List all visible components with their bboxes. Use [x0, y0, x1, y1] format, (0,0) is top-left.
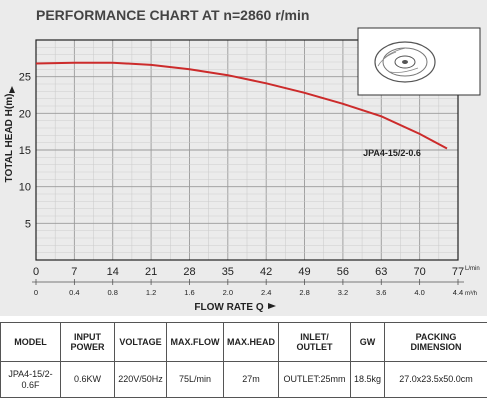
- x-tick-label: 28: [183, 266, 195, 278]
- x-tick-label: 35: [222, 266, 234, 278]
- header-max-head: MAX.HEAD: [223, 322, 279, 362]
- x-tick-label: 14: [107, 266, 119, 278]
- x-secondary-tick-label: 0.4: [69, 288, 79, 297]
- x-secondary-tick-label: 1.2: [146, 288, 156, 297]
- cell-gw: 18.5kg: [350, 361, 385, 398]
- header-gw: GW: [350, 322, 385, 362]
- x-axis-label: FLOW RATE Q: [194, 302, 263, 313]
- x-secondary-tick-label: 3.6: [376, 288, 386, 297]
- header-max-flow: MAX.FLOW: [166, 322, 224, 362]
- x-secondary-tick-label: 4.0: [414, 288, 424, 297]
- y-tick-label: 20: [19, 108, 31, 120]
- x-secondary-tick-label: 0: [34, 288, 38, 297]
- series-line-jpa4-15-2-0.6: [35, 61, 448, 150]
- x-tick-label: 70: [414, 266, 426, 278]
- chart-grid: [35, 39, 459, 261]
- spec-table-header-row: MODEL INPUT POWER VOLTAGE MAX.FLOW MAX.H…: [0, 322, 487, 362]
- x-secondary-tick-label: 0.8: [108, 288, 118, 297]
- cell-packing-dimension: 27.0x23.5x50.0cm: [384, 361, 487, 398]
- cell-input-power: 0.6KW: [60, 361, 115, 398]
- y-tick-label: 15: [19, 145, 31, 157]
- x-tick-label: 0: [33, 266, 39, 278]
- x-tick-label: 7: [71, 266, 77, 278]
- x-tick-label: 56: [337, 266, 349, 278]
- x-unit-secondary: m³/h: [465, 291, 477, 297]
- y-tick-label: 10: [19, 182, 31, 194]
- plot-frame: [35, 39, 459, 261]
- header-input-power: INPUT POWER: [60, 322, 115, 362]
- x-secondary-tick-label: 2.8: [299, 288, 309, 297]
- y-tick-label: 25: [19, 72, 31, 84]
- chart-canvas: PERFORMANCE CHART AT n=2860 r/min JPA4-1…: [0, 0, 487, 316]
- y-axis-arrow-icon: [9, 86, 15, 93]
- impeller-illustration: [357, 27, 481, 96]
- y-tick-label: 5: [25, 218, 31, 230]
- x-secondary-tick-label: 3.2: [338, 288, 348, 297]
- x-secondary-tick-label: 1.6: [184, 288, 194, 297]
- chart-title: PERFORMANCE CHART AT n=2860 r/min: [36, 7, 309, 23]
- x-tick-label: 49: [298, 266, 310, 278]
- x-tick-label: 77: [452, 266, 464, 278]
- x-axis-ticks: 0 7 14 21 28 35 42 49 56 63 70 77: [32, 266, 464, 285]
- x-secondary-tick-label: 4.4: [453, 288, 463, 297]
- header-packing-dimension: PACKING DIMENSION: [384, 322, 487, 362]
- cell-inlet-outlet: OUTLET:25mm: [278, 361, 351, 398]
- header-inlet-outlet: INLET/ OUTLET: [278, 322, 351, 362]
- performance-chart: PERFORMANCE CHART AT n=2860 r/min JPA4-1…: [0, 0, 487, 316]
- spec-table: MODEL INPUT POWER VOLTAGE MAX.FLOW MAX.H…: [0, 322, 487, 398]
- cell-max-flow: 75L/min: [166, 361, 224, 398]
- x-axis-arrow-icon: [268, 303, 276, 309]
- header-model: MODEL: [0, 322, 61, 362]
- x-axis-secondary-ticks: 0 0.4 0.8 1.2 1.6 2.0 2.4 2.8 3.2 3.6 4.0 4.4: [34, 288, 463, 297]
- y-axis-ticks: 5 10 15 20 25: [19, 72, 31, 231]
- x-secondary-tick-label: 2.4: [261, 288, 271, 297]
- header-voltage: VOLTAGE: [114, 322, 167, 362]
- x-tick-label: 63: [375, 266, 387, 278]
- spec-table-row: JPA4-15/2- 0.6F 0.6KW 220V/50Hz 75L/min …: [0, 361, 487, 398]
- series-label: JPA4-15/2-0.6: [363, 148, 421, 158]
- x-tick-label: 21: [145, 266, 157, 278]
- x-unit-primary: L/min: [465, 266, 480, 272]
- y-axis-label: TOTAL HEAD H(m): [4, 94, 15, 183]
- cell-voltage: 220V/50Hz: [114, 361, 167, 398]
- x-secondary-tick-label: 2.0: [223, 288, 233, 297]
- x-tick-label: 42: [260, 266, 272, 278]
- cell-max-head: 27m: [223, 361, 279, 398]
- cell-model: JPA4-15/2- 0.6F: [0, 361, 61, 398]
